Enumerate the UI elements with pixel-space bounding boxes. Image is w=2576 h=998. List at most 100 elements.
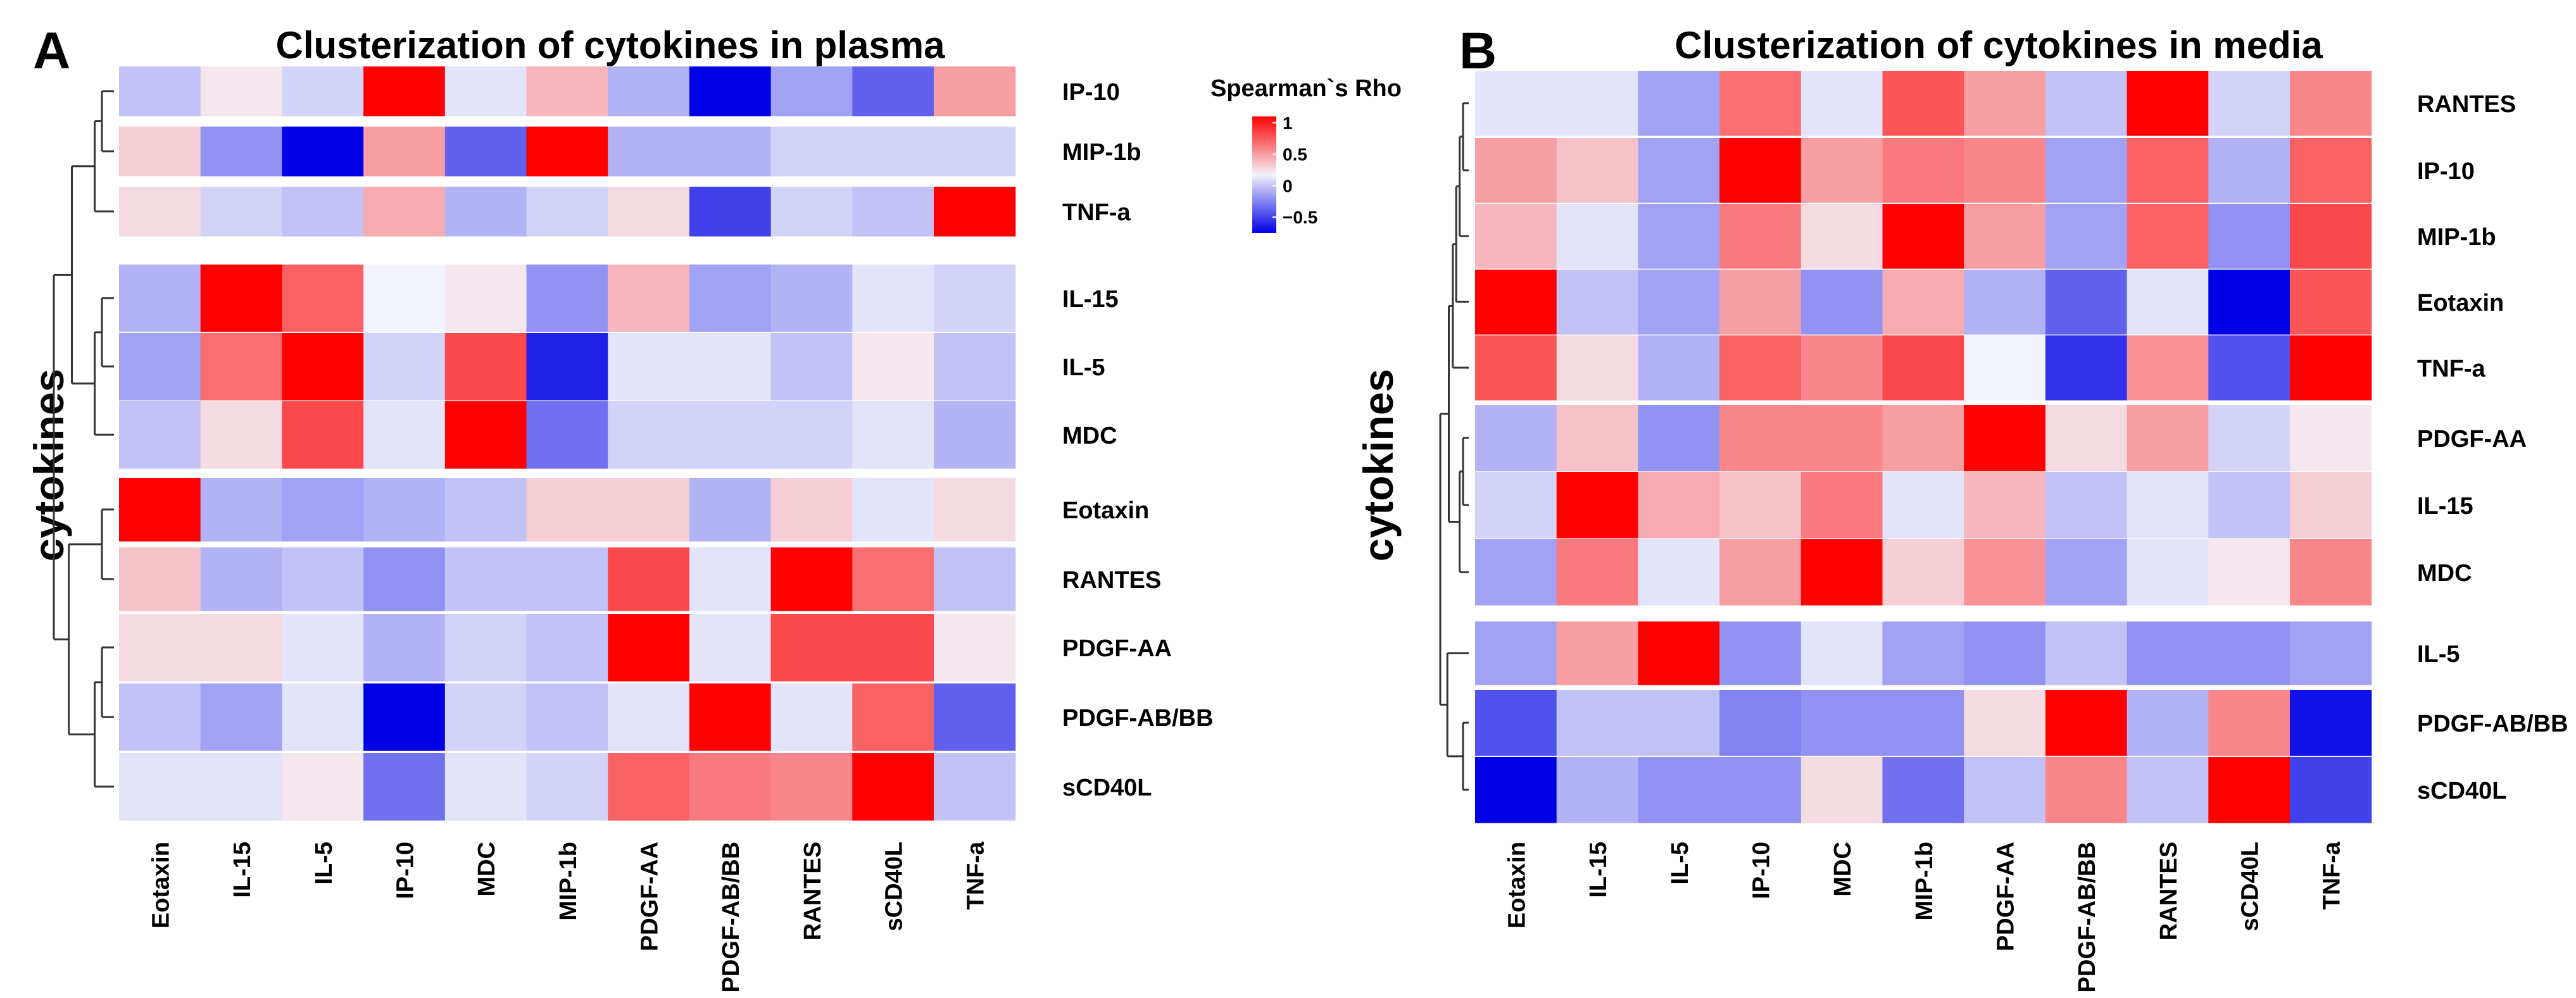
panel-b-title: Clusterization of cytokines in media bbox=[1674, 24, 2323, 66]
heatmap-cell bbox=[2045, 405, 2128, 471]
heatmap-cell bbox=[282, 187, 364, 237]
heatmap-cell bbox=[852, 547, 934, 611]
heatmap-cell bbox=[526, 683, 608, 751]
heatmap-cell bbox=[1800, 405, 1883, 471]
row-label: PDGF-AB/BB bbox=[2417, 711, 2568, 737]
row-label: Eotaxin bbox=[1062, 497, 1149, 524]
heatmap-cell bbox=[608, 683, 690, 751]
heatmap-cell bbox=[2208, 138, 2290, 203]
heatmap-cell bbox=[1475, 690, 1557, 756]
heatmap-cell bbox=[608, 753, 690, 821]
row-labels-b: RANTES IP-10 MIP-1b Eotaxin TNF-a PDGF-AA IL-1… bbox=[2417, 91, 2568, 804]
heatmap-cell bbox=[200, 478, 282, 542]
column-label: RANTES bbox=[800, 842, 826, 940]
column-label: MIP-1b bbox=[555, 842, 582, 921]
heatmap-cell bbox=[444, 478, 527, 542]
heatmap-cell bbox=[1638, 335, 1720, 401]
column-label: MDC bbox=[474, 842, 500, 897]
heatmap-cell bbox=[770, 333, 853, 401]
heatmap-cell bbox=[363, 265, 446, 332]
row-label: TNF-a bbox=[1062, 199, 1131, 226]
heatmap-cell bbox=[526, 333, 608, 401]
heatmap-cell bbox=[526, 265, 608, 332]
column-label: IL-15 bbox=[1585, 842, 1612, 898]
heatmap-cell bbox=[119, 187, 201, 237]
heatmap-cell bbox=[200, 683, 282, 751]
heatmap-cell bbox=[689, 683, 772, 751]
heatmap-cell bbox=[363, 547, 446, 611]
heatmap-cell bbox=[444, 547, 527, 611]
heatmap-cell bbox=[2290, 539, 2372, 606]
heatmap-cell bbox=[852, 753, 934, 821]
heatmap-cell bbox=[444, 614, 527, 682]
heatmap-cell bbox=[1964, 138, 2046, 203]
heatmap-cell bbox=[770, 478, 853, 542]
heatmap-cell bbox=[2290, 621, 2372, 685]
heatmap-cell bbox=[934, 66, 1016, 116]
heatmap-cell bbox=[200, 401, 282, 469]
heatmap-cell bbox=[2290, 690, 2372, 756]
heatmap-cell bbox=[770, 683, 853, 751]
heatmap-cell bbox=[2290, 71, 2372, 136]
heatmap-cell bbox=[689, 66, 772, 116]
heatmap-cell bbox=[1556, 539, 1638, 606]
heatmap-cell bbox=[363, 753, 446, 821]
heatmap-cell bbox=[852, 127, 934, 177]
heatmap-cell bbox=[934, 547, 1016, 611]
heatmap-cell bbox=[119, 753, 201, 821]
heatmap-cell bbox=[1638, 204, 1720, 269]
heatmap-cell bbox=[2127, 71, 2209, 136]
heatmap-cell bbox=[1964, 71, 2046, 136]
heatmap-cell bbox=[608, 127, 690, 177]
heatmap-cell bbox=[2127, 138, 2209, 203]
heatmap-cell bbox=[1964, 621, 2046, 685]
column-label: IL-5 bbox=[311, 842, 337, 885]
heatmap-cell bbox=[200, 127, 282, 177]
heatmap-cell bbox=[1719, 539, 1802, 606]
heatmap-cell bbox=[119, 333, 201, 401]
heatmap-cell bbox=[119, 127, 201, 177]
heatmap-cell bbox=[444, 401, 527, 469]
heatmap-cell bbox=[1800, 539, 1883, 606]
heatmap-cell bbox=[1719, 405, 1802, 471]
row-label: sCD40L bbox=[1062, 775, 1152, 801]
row-label: MDC bbox=[1062, 423, 1117, 449]
heatmap-cell bbox=[1964, 757, 2046, 823]
heatmap-cell bbox=[363, 333, 446, 401]
heatmap-cell bbox=[282, 401, 364, 469]
heatmap-cell bbox=[689, 127, 772, 177]
heatmap-cell bbox=[1800, 138, 1883, 203]
heatmap-cell bbox=[1882, 71, 1964, 136]
heatmap-cell bbox=[1882, 621, 1964, 685]
heatmap-cell bbox=[1882, 539, 1964, 606]
heatmap-cell bbox=[934, 614, 1016, 682]
heatmap-cell bbox=[282, 265, 364, 332]
column-label: PDGF-AA bbox=[1993, 842, 2020, 951]
heatmap-cell bbox=[444, 66, 527, 116]
heatmap-cell bbox=[1475, 270, 1557, 335]
heatmap-cell bbox=[282, 547, 364, 611]
row-labels-a: IP-10 MIP-1b TNF-a IL-15 IL-5 MDC Eotaxin RANTE… bbox=[1062, 79, 1214, 801]
heatmap-cell bbox=[1638, 472, 1720, 539]
heatmap-cell bbox=[1882, 405, 1964, 471]
heatmap-cell bbox=[1800, 335, 1883, 401]
heatmap-panel-a: A Clusterization of cytokines in plasma … bbox=[25, 22, 1214, 992]
heatmap-cell bbox=[1964, 405, 2046, 471]
heatmap-cell bbox=[2127, 270, 2209, 335]
heatmap-cell bbox=[119, 66, 201, 116]
heatmap-cell bbox=[1719, 757, 1802, 823]
heatmap-cell bbox=[1964, 335, 2046, 401]
row-dendrogram-b bbox=[1439, 102, 1469, 791]
panel-letter-b: B bbox=[1459, 22, 1497, 80]
heatmap-cell bbox=[608, 66, 690, 116]
column-label: PDGF-AB/BB bbox=[2074, 842, 2101, 993]
row-label: PDGF-AB/BB bbox=[1062, 705, 1214, 732]
heatmap-cell bbox=[1882, 204, 1964, 269]
heatmap-cell bbox=[2290, 405, 2372, 471]
heatmap-cell bbox=[689, 401, 772, 469]
heatmap-cell bbox=[770, 187, 853, 237]
heatmap-cell bbox=[1964, 690, 2046, 756]
column-label: MDC bbox=[1830, 842, 1856, 897]
panel-letter-a: A bbox=[33, 22, 70, 80]
heatmap-cell bbox=[282, 478, 364, 542]
